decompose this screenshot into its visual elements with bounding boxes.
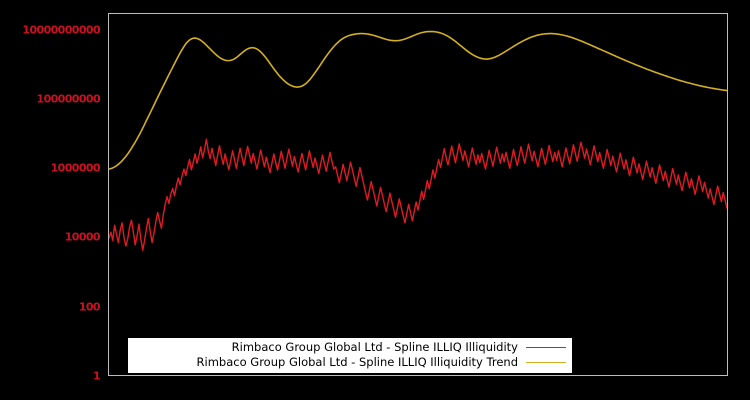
y-axis-tick-label: 100000000 — [36, 92, 101, 106]
y-axis-tick-label: 10000 — [64, 230, 101, 244]
legend-swatch-illiquidity — [526, 347, 566, 348]
chart-legend: Rimbaco Group Global Ltd - Spline ILLIQ … — [128, 338, 572, 373]
series-line-illiquidity — [109, 139, 727, 250]
y-axis-tick-label: 1 — [92, 369, 101, 383]
plot-area — [108, 13, 728, 376]
legend-entry-illiquidity: Rimbaco Group Global Ltd - Spline ILLIQ … — [128, 340, 572, 355]
legend-label-illiquidity-trend: Rimbaco Group Global Ltd - Spline ILLIQ … — [196, 354, 518, 369]
y-axis: 10000000000 100000000 1000000 10000 100 1 — [0, 13, 104, 381]
y-axis-tick-label: 1000000 — [50, 161, 101, 175]
series-line-illiquidity-trend — [109, 32, 727, 170]
plot-svg — [109, 14, 727, 375]
y-axis-tick-label: 10000000000 — [22, 23, 100, 37]
legend-entry-illiquidity-trend: Rimbaco Group Global Ltd - Spline ILLIQ … — [128, 355, 572, 370]
y-axis-tick-label: 100 — [78, 300, 101, 314]
legend-swatch-illiquidity-trend — [526, 362, 566, 363]
legend-label-illiquidity: Rimbaco Group Global Ltd - Spline ILLIQ … — [231, 339, 518, 354]
